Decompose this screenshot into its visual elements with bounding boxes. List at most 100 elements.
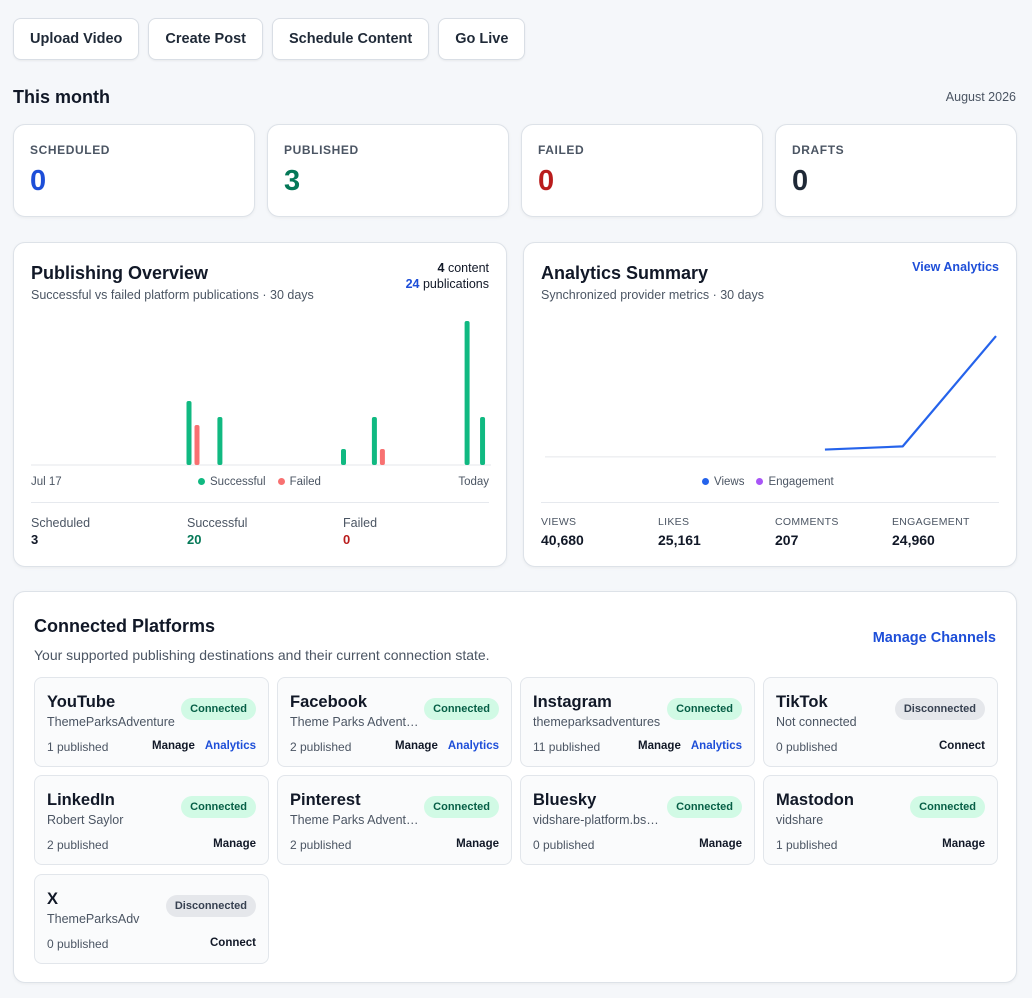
status-badge: Connected [667,698,742,720]
stat-label: DRAFTS [792,143,845,157]
metric-label: COMMENTS [775,516,839,528]
platform-name: Bluesky [533,791,597,809]
publications-label: publications [422,277,489,291]
published-count: 11 published [533,740,601,754]
platform-actions: Manage [213,838,256,850]
footer-value: 0 [343,532,351,547]
platform-account: Not connected [776,715,857,729]
platform-name: Facebook [290,693,368,711]
platform-actions: Manage [456,838,499,850]
metric-views: VIEWS 40,680 [541,516,584,548]
platform-account: themeparksadventures [533,715,661,729]
published-count: 1 published [776,838,838,852]
analytics-summary-subtitle: Synchronized provider metrics · 30 days [541,288,765,302]
manage-link[interactable]: Manage [638,740,681,752]
publishing-overview-title: Publishing Overview [31,263,209,283]
stat-value: 0 [30,165,47,197]
platform-actions: Manage [942,838,985,850]
platform-card-facebook: Facebook Theme Parks Adventure Connected 2 … [277,677,512,767]
publishing-bar-chart [31,321,491,466]
legend-successful: Successful [198,476,266,488]
metric-value: 24,960 [892,532,935,548]
footer-label: Successful [187,516,248,530]
bar-successful [464,321,470,465]
platform-account: Theme Parks Adventure [290,715,420,729]
manage-link[interactable]: Manage [942,838,985,850]
content-count: 4 [437,261,445,275]
publishing-totals: 4 content 24 publications [406,260,489,292]
metric-likes: LIKES 25,161 [658,516,701,548]
analytics-link[interactable]: Analytics [204,740,256,752]
platform-actions: Manage [699,838,742,850]
published-count: 2 published [290,838,352,852]
platform-card-x: X ThemeParksAdv Disconnected 0 published Con… [34,874,269,964]
stat-label: FAILED [538,143,585,157]
engagement-dot-icon [756,478,764,486]
publishing-overview-subtitle: Successful vs failed platform publicatio… [31,288,314,302]
footer-scheduled: Scheduled 3 [31,516,90,547]
published-count: 1 published [47,740,109,754]
metric-label: LIKES [658,516,690,528]
analytics-legend: Views Engagement [702,476,834,488]
status-badge: Connected [181,698,256,720]
metric-comments: COMMENTS 207 [775,516,839,548]
platform-card-instagram: Instagram themeparksadventures Connected 11… [520,677,755,767]
views-dot-icon [702,478,709,486]
footer-failed: Failed 0 [343,516,377,547]
footer-value: 3 [31,532,39,547]
go-live-button[interactable]: Go Live [438,18,526,60]
published-count: 0 published [533,838,595,852]
manage-link[interactable]: Manage [456,838,499,850]
platform-card-mastodon: Mastodon vidshare Connected 1 published Mana… [763,775,998,865]
publishing-overview-card: Publishing Overview Successful vs failed… [13,242,507,567]
metric-value: 40,680 [541,532,584,548]
create-post-button[interactable]: Create Post [148,18,263,60]
bar-failed [379,449,385,465]
schedule-content-button[interactable]: Schedule Content [271,18,430,60]
metric-engagement: ENGAGEMENT 24,960 [892,516,970,548]
manage-link[interactable]: Manage [395,740,438,752]
stat-card-failed: FAILED 0 [521,124,763,217]
connect-link[interactable]: Connect [210,937,256,949]
platform-name: Instagram [533,693,612,711]
manage-link[interactable]: Manage [152,740,195,752]
stat-value: 0 [792,165,809,197]
platform-account: ThemeParksAdv [47,912,140,926]
manage-link[interactable]: Manage [213,838,256,850]
manage-link[interactable]: Manage [699,838,742,850]
stat-value: 0 [538,165,555,197]
platform-card-youtube: YouTube ThemeParksAdventure Connected 1 pub… [34,677,269,767]
platform-name: LinkedIn [47,791,115,809]
platform-name: Pinterest [290,791,361,809]
platform-name: TikTok [776,693,828,711]
connect-link[interactable]: Connect [939,740,985,752]
analytics-link[interactable]: Analytics [447,740,499,752]
line-views [824,335,997,451]
metric-value: 207 [775,532,799,548]
bar-successful [341,449,346,465]
published-count: 2 published [290,740,352,754]
platform-account: Theme Parks Adventure [290,813,420,827]
footer-value: 20 [187,532,202,547]
status-badge: Connected [181,796,256,818]
status-badge: Connected [910,796,985,818]
footer-label: Failed [343,516,378,530]
platform-card-tiktok: TikTok Not connected Disconnected 0 publish… [763,677,998,767]
analytics-summary-title: Analytics Summary [541,263,709,283]
platform-actions: Manage Analytics [152,740,256,752]
successful-dot-icon [198,478,205,486]
manage-channels-link[interactable]: Manage Channels [872,630,996,646]
connected-platforms-title: Connected Platforms [34,616,216,636]
legend-engagement: Engagement [756,476,834,488]
analytics-link[interactable]: Analytics [690,740,742,752]
platform-actions: Connect [210,937,256,949]
upload-video-button[interactable]: Upload Video [13,18,140,60]
platform-card-pinterest: Pinterest Theme Parks Adventure Connected 2… [277,775,512,865]
month-date: August 2026 [945,90,1016,104]
status-badge: Connected [424,796,499,818]
view-analytics-link[interactable]: View Analytics [912,260,999,274]
status-badge: Connected [424,698,499,720]
month-title: This month [13,87,110,107]
x-axis-end-label: Today [458,476,489,488]
bar-successful [480,417,486,465]
